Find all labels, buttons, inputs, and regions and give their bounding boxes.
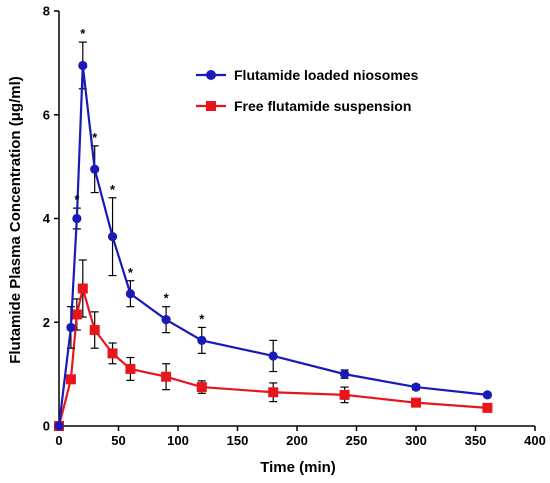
data-point-niosomes: [125, 289, 135, 299]
significance-marker: *: [110, 182, 116, 197]
y-axis-label: Flutamide Plasma Concentration (μg/ml): [7, 76, 24, 364]
x-axis-label: Time (min): [260, 459, 336, 476]
data-point-niosomes: [107, 232, 118, 242]
x-tick-label: 250: [346, 433, 368, 448]
y-tick-label: 6: [43, 107, 50, 122]
series-free-suspension: [54, 259, 493, 431]
x-tick-label: 350: [465, 433, 487, 448]
data-point-niosomes: [66, 322, 76, 333]
data-point-free-suspension: [107, 348, 118, 359]
data-point-niosomes: [411, 382, 421, 392]
data-point-free-suspension: [196, 382, 207, 393]
x-tick-label: 0: [55, 433, 62, 448]
significance-marker: *: [80, 26, 86, 41]
data-point-free-suspension: [77, 283, 88, 294]
data-point-niosomes: [268, 351, 278, 361]
significance-marker: *: [128, 265, 134, 280]
data-point-niosomes: [90, 164, 100, 174]
data-point-niosomes: [54, 421, 64, 431]
legend-label-free-suspension: Free flutamide suspension: [234, 98, 411, 114]
y-tick-label: 8: [43, 4, 50, 19]
x-tick-label: 300: [405, 433, 427, 448]
x-tick-label: 200: [286, 433, 308, 448]
legend-marker-niosomes: [206, 70, 216, 80]
significance-marker: *: [164, 291, 170, 306]
x-ticks: 0 50 100 150 200 250 300 350 400: [55, 426, 546, 448]
y-ticks: 0 2 4 6 8: [43, 4, 59, 434]
data-point-niosomes: [340, 369, 350, 379]
significance-marker: *: [92, 130, 98, 145]
data-point-free-suspension: [339, 389, 350, 400]
legend-item-niosomes: Flutamide loaded niosomes: [196, 67, 419, 83]
legend-label-niosomes: Flutamide loaded niosomes: [234, 67, 419, 83]
x-tick-label: 400: [524, 433, 546, 448]
data-point-niosomes: [161, 315, 171, 325]
data-point-niosomes: [482, 390, 492, 400]
data-point-free-suspension: [482, 402, 493, 413]
y-tick-label: 0: [43, 419, 50, 434]
series-layer: * * * * * * *: [54, 26, 493, 431]
data-point-free-suspension: [89, 325, 100, 336]
data-point-free-suspension: [71, 309, 82, 320]
x-tick-label: 150: [227, 433, 249, 448]
legend: Flutamide loaded niosomes Free flutamide…: [196, 67, 419, 114]
y-tick-label: 4: [43, 211, 51, 226]
data-point-niosomes: [78, 60, 88, 71]
x-tick-label: 100: [167, 433, 189, 448]
significance-marker: *: [199, 311, 205, 326]
data-point-free-suspension: [65, 374, 76, 385]
data-point-niosomes: [197, 335, 207, 346]
x-tick-label: 50: [111, 433, 125, 448]
data-point-niosomes: [72, 213, 82, 224]
legend-marker-free-suspension: [206, 101, 216, 111]
legend-item-free-suspension: Free flutamide suspension: [196, 98, 411, 114]
data-point-free-suspension: [125, 363, 136, 374]
significance-marker: *: [74, 192, 80, 207]
y-tick-label: 2: [43, 315, 50, 330]
data-point-free-suspension: [268, 387, 279, 398]
data-point-free-suspension: [411, 397, 421, 408]
data-point-free-suspension: [161, 371, 172, 382]
series-niosomes: * * * * * * *: [54, 26, 492, 431]
